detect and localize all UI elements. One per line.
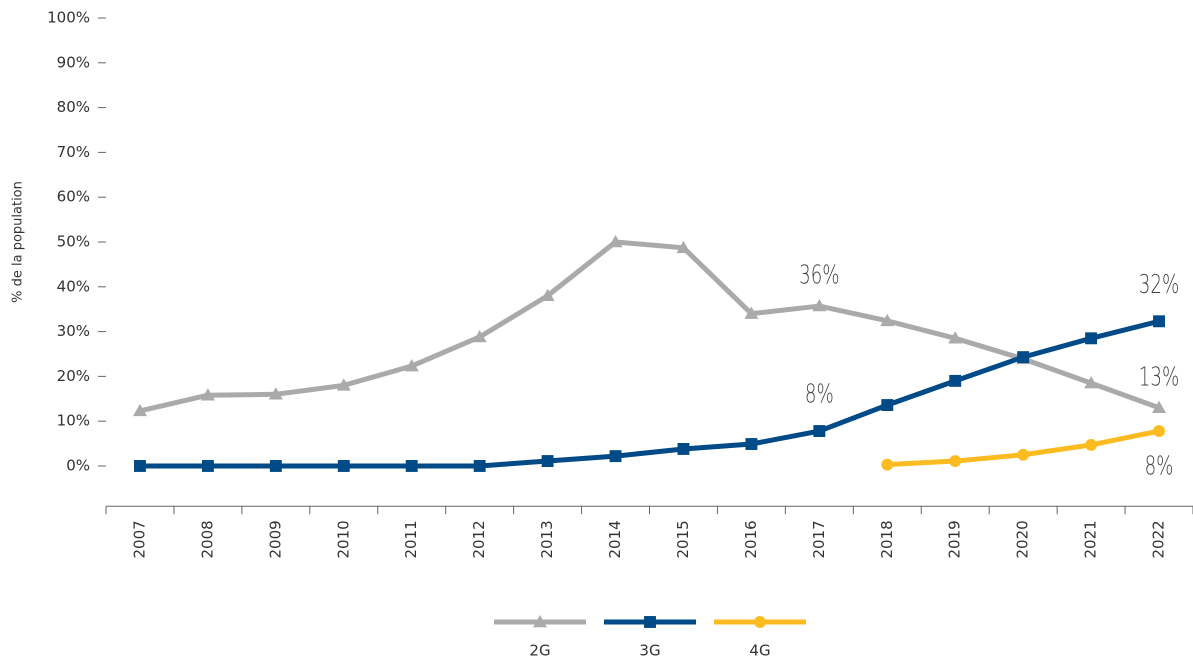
y-tick-label: 20% bbox=[57, 367, 90, 385]
legend-label: 2G bbox=[529, 642, 550, 658]
legend-item: 2G bbox=[494, 615, 586, 658]
x-tick-label: 2012 bbox=[470, 520, 488, 558]
y-tick-label: 90% bbox=[57, 53, 90, 71]
marker bbox=[1017, 448, 1030, 461]
x-tick-label: 2017 bbox=[810, 520, 828, 558]
legend-item: 4G bbox=[714, 616, 806, 658]
marker bbox=[881, 399, 894, 412]
y-tick-label: 80% bbox=[57, 98, 90, 116]
marker bbox=[533, 615, 547, 628]
y-tick-label: 50% bbox=[57, 232, 90, 250]
marker bbox=[609, 450, 622, 463]
y-tick-label: 100% bbox=[47, 9, 90, 27]
x-tick-label: 2014 bbox=[606, 520, 624, 558]
data-label: 13% bbox=[1139, 362, 1179, 392]
marker bbox=[1085, 332, 1098, 345]
marker bbox=[404, 359, 419, 372]
marker bbox=[1085, 438, 1098, 451]
x-tick-label: 2007 bbox=[130, 520, 148, 558]
x-tick-label: 2019 bbox=[946, 520, 964, 558]
x-tick-label: 2016 bbox=[742, 520, 760, 558]
marker bbox=[336, 378, 351, 391]
x-tick-label: 2015 bbox=[674, 520, 692, 558]
marker bbox=[948, 331, 963, 344]
x-tick-label: 2020 bbox=[1014, 520, 1032, 558]
y-tick-label: 30% bbox=[57, 322, 90, 340]
marker bbox=[201, 460, 214, 472]
marker bbox=[880, 313, 895, 327]
marker bbox=[268, 387, 283, 400]
marker bbox=[812, 299, 827, 312]
marker bbox=[754, 616, 766, 628]
marker bbox=[473, 460, 486, 472]
y-tick-label: 10% bbox=[57, 412, 90, 430]
marker bbox=[1017, 351, 1030, 364]
legend-label: 3G bbox=[639, 642, 660, 658]
marker bbox=[745, 438, 758, 450]
marker bbox=[337, 460, 350, 472]
series-line bbox=[139, 239, 1160, 414]
data-label: 8% bbox=[805, 379, 834, 409]
y-tick-label: 40% bbox=[57, 277, 90, 295]
data-label: 8% bbox=[1145, 451, 1174, 481]
marker bbox=[132, 403, 147, 417]
y-tick-label: 60% bbox=[57, 188, 90, 206]
data-label: 36% bbox=[799, 260, 839, 290]
marker bbox=[269, 460, 282, 472]
data-label: 32% bbox=[1139, 270, 1179, 300]
marker bbox=[677, 443, 690, 455]
y-tick-label: 0% bbox=[66, 456, 90, 474]
x-tick-label: 2022 bbox=[1150, 520, 1168, 558]
marker bbox=[1084, 376, 1099, 389]
marker bbox=[405, 460, 418, 472]
marker bbox=[200, 388, 215, 401]
marker bbox=[813, 425, 826, 437]
marker bbox=[1152, 400, 1167, 413]
marker bbox=[1153, 425, 1165, 437]
x-tick-label: 2010 bbox=[334, 520, 352, 558]
marker bbox=[134, 460, 146, 472]
marker bbox=[1153, 315, 1165, 328]
marker bbox=[644, 616, 656, 628]
marker bbox=[744, 306, 759, 319]
x-tick-label: 2021 bbox=[1082, 520, 1100, 558]
x-tick-label: 2011 bbox=[402, 520, 420, 558]
marker bbox=[608, 234, 623, 248]
y-tick-label: 70% bbox=[57, 143, 90, 161]
marker bbox=[949, 374, 962, 387]
marker bbox=[472, 329, 487, 343]
marker bbox=[676, 240, 691, 254]
x-tick-label: 2008 bbox=[198, 520, 216, 558]
marker bbox=[881, 458, 894, 471]
y-axis-label: % de la population bbox=[11, 181, 26, 303]
series-line bbox=[139, 318, 1160, 469]
marker bbox=[949, 455, 962, 468]
marker bbox=[541, 455, 554, 468]
legend-label: 4G bbox=[749, 642, 770, 658]
marker bbox=[540, 288, 555, 301]
x-tick-label: 2013 bbox=[538, 520, 556, 558]
x-tick-label: 2018 bbox=[878, 520, 896, 558]
legend-item: 3G bbox=[604, 616, 696, 658]
x-tick-label: 2009 bbox=[266, 520, 284, 558]
